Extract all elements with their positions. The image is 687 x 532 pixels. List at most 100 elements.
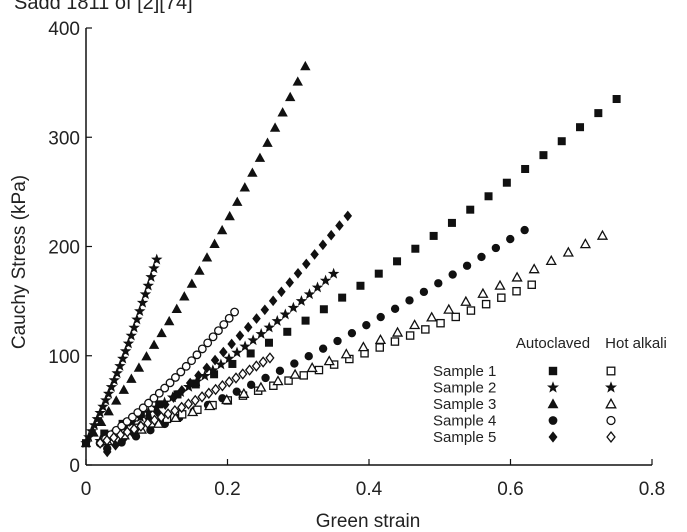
data-point [177,401,187,414]
data-point [238,368,248,380]
data-point [230,307,240,317]
legend-marker [548,416,558,425]
data-point [562,246,574,257]
legend-marker [547,398,559,409]
data-point [466,306,476,315]
x-tick-label: 0 [81,479,92,500]
data-point [527,280,536,289]
data-point [243,321,253,333]
data-point [254,152,266,162]
x-tick-label: 0.8 [639,479,665,500]
data-point [181,361,191,371]
data-point [405,331,415,340]
data-marks [80,60,621,458]
data-point [277,286,286,298]
data-point [209,238,220,248]
data-point [197,391,207,403]
data-point [279,308,292,320]
data-point [284,376,293,385]
data-point [319,305,328,314]
data-point [165,378,175,388]
y-tick-label: 200 [48,238,80,259]
data-point [221,394,233,405]
data-point [102,387,115,399]
data-point [232,196,243,206]
data-point [347,328,357,338]
data-point [484,192,493,201]
data-point [443,303,455,314]
data-point [119,345,132,357]
data-point [511,271,523,282]
data-point [405,296,414,305]
legend-header-autoclaved: Autoclaved [516,335,590,352]
data-point [506,234,515,244]
data-point [154,388,164,398]
data-point [94,406,106,418]
data-point [114,360,126,371]
data-point [202,362,212,374]
data-point [201,252,213,262]
legend-marker [548,366,558,376]
data-point [338,293,347,302]
x-tick-label: 0.6 [497,479,523,500]
data-point [183,380,195,392]
data-point [596,229,609,240]
data-point [376,312,385,322]
data-point [224,210,235,221]
data-point [451,312,460,322]
data-point [557,137,566,146]
data-point [207,364,219,376]
data-point [133,362,145,372]
data-point [264,338,273,347]
legend-header-hot-alkali: Hot alkali [605,335,667,352]
data-point [111,395,122,405]
data-point [252,313,261,324]
data-point [224,313,234,323]
data-point [176,367,186,377]
data-point [105,381,118,392]
data-point [224,376,234,388]
data-point [275,366,285,376]
data-point [122,337,135,349]
data-point [497,293,506,302]
data-point [239,340,251,352]
data-point [131,313,143,325]
data-point [391,326,404,337]
data-point [277,107,288,117]
data-point [133,408,143,417]
data-point [357,341,369,352]
x-axis-label: Green strain [316,511,421,532]
data-point [285,277,294,288]
data-point [579,238,592,249]
data-point [323,355,335,366]
data-point [80,437,92,448]
data-point [122,426,132,438]
data-point [293,267,303,279]
data-point [117,352,129,364]
data-point [319,274,332,286]
data-point [251,360,261,372]
data-point [481,299,491,309]
data-point [295,295,308,306]
data-point [434,279,443,288]
data-point [362,320,371,330]
data-point [244,364,255,376]
data-point [285,91,296,102]
data-point [138,403,148,413]
data-point [136,420,146,432]
data-point [235,330,245,341]
data-point [263,321,275,333]
data-point [211,383,221,396]
data-point [502,178,511,187]
data-point [460,295,472,306]
data-point [520,225,529,235]
data-point [258,356,268,368]
data-point [302,258,311,270]
data-point [129,423,139,435]
data-point [109,431,119,444]
data-point [148,339,160,349]
data-point [156,327,167,338]
y-tick-label: 300 [48,128,80,149]
data-point [100,394,112,406]
